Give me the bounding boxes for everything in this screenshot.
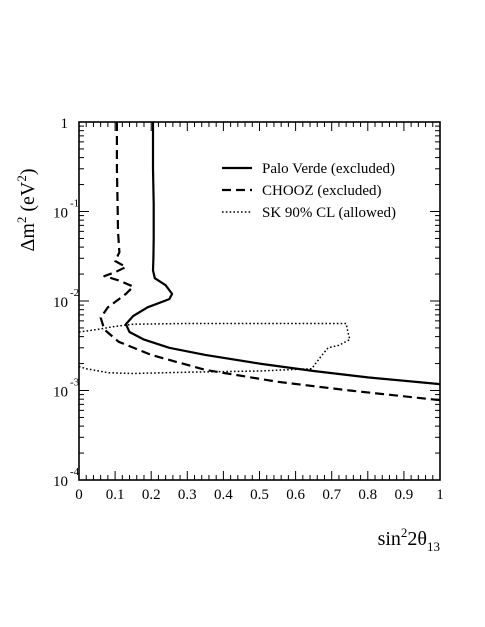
- x-tick-label: 0.5: [250, 487, 269, 503]
- x-tick-label: 0: [75, 487, 83, 503]
- x-tick-label: 0.3: [178, 487, 197, 503]
- legend: Palo Verde (excluded) CHOOZ (excluded) SK …: [222, 161, 396, 221]
- x-tick-label: 0.4: [214, 487, 233, 503]
- y-tick-label-exponent: -1: [70, 198, 79, 210]
- y-tick-label: 10-3: [53, 377, 80, 401]
- x-tick-label: 0.6: [286, 487, 305, 503]
- y-tick-label-base: 1: [61, 116, 69, 132]
- x-tick-label: 1: [436, 487, 444, 503]
- tick-labels: 0 0.1 0.2 0.3 0.4 0.5 0.6 0.7 0.8 0.9 1110-110-210…: [53, 116, 444, 503]
- y-tick-label: 1: [61, 116, 69, 132]
- x-axis-title: sin22θ13: [378, 525, 440, 554]
- y-tick-label-base: 10: [53, 385, 68, 401]
- y-tick-label: 10-2: [53, 287, 79, 311]
- x-tick-label: 0.8: [358, 487, 377, 503]
- y-tick-label-base: 10: [53, 206, 68, 222]
- y-tick-label: 10-4: [53, 466, 80, 490]
- series-line: [124, 122, 441, 386]
- y-tick-label-base: 10: [53, 474, 68, 490]
- y-tick-label-base: 10: [53, 295, 68, 311]
- y-tick-label-exponent: -3: [70, 377, 80, 389]
- series-line: [99, 122, 441, 402]
- legend-label: SK 90% CL (allowed): [262, 205, 396, 221]
- series-line: [78, 322, 351, 375]
- legend-label: CHOOZ (excluded): [262, 183, 382, 199]
- y-tick-label: 10-1: [53, 198, 79, 222]
- y-tick-label-exponent: -4: [70, 466, 80, 478]
- x-tick-label: 0.9: [395, 487, 414, 503]
- x-tick-label: 0.7: [322, 487, 341, 503]
- y-axis-title: Δm2 (eV2): [14, 168, 39, 251]
- x-tick-label: 0.2: [142, 487, 161, 503]
- y-tick-label-exponent: -2: [70, 287, 79, 299]
- x-tick-label: 0.1: [106, 487, 125, 503]
- series-lines: [78, 122, 441, 402]
- legend-label: Palo Verde (excluded): [262, 161, 395, 177]
